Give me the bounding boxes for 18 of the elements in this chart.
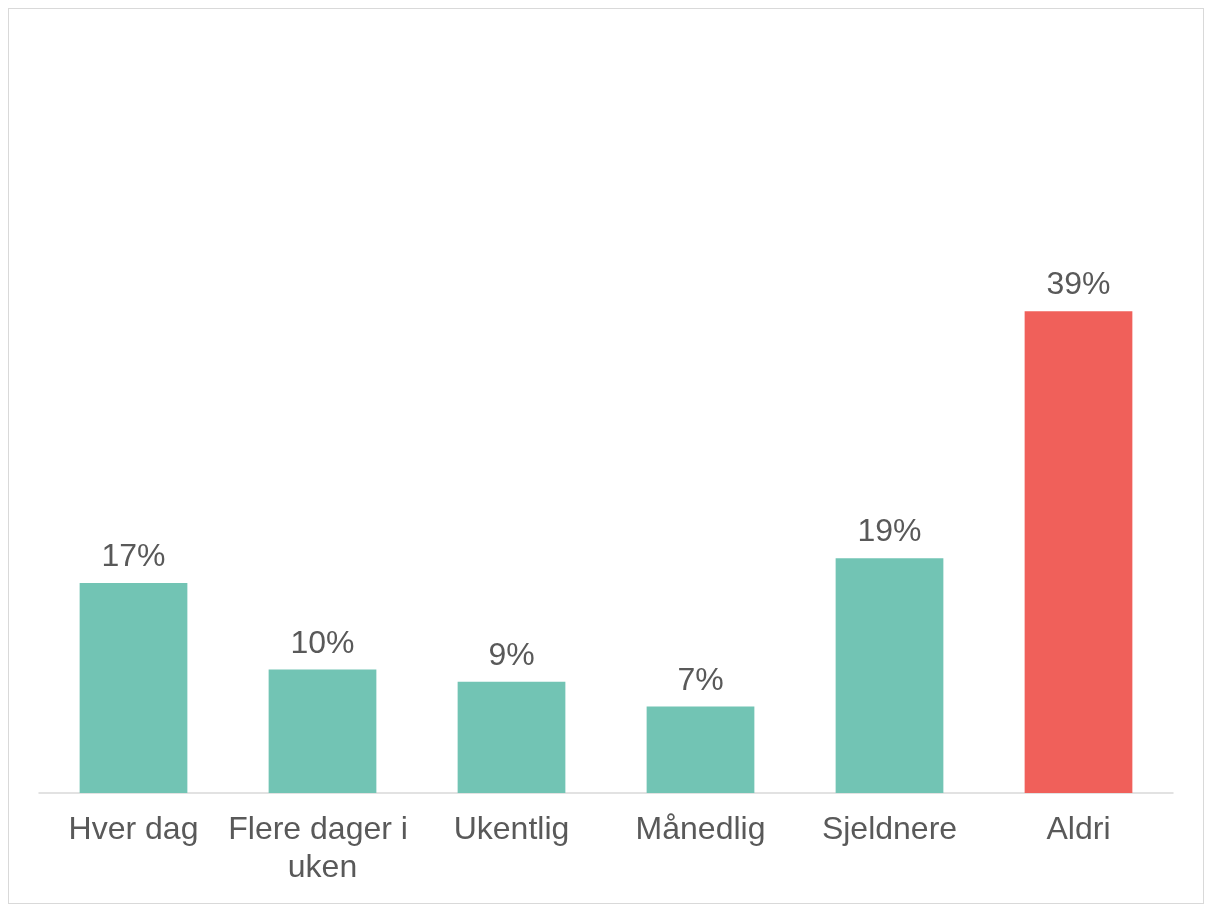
bar xyxy=(1024,311,1133,793)
x-tick-label: Hver dag xyxy=(68,810,199,846)
x-tick-label: Månedlig xyxy=(635,810,766,846)
bar xyxy=(835,558,944,793)
x-tick-label: Ukentlig xyxy=(453,810,570,846)
x-tick-label: Aldri xyxy=(1046,810,1111,846)
data-label: 9% xyxy=(488,635,535,672)
bar xyxy=(268,669,377,793)
data-label: 19% xyxy=(857,512,922,549)
data-label: 7% xyxy=(677,660,724,697)
data-label: 39% xyxy=(1046,265,1111,302)
bar xyxy=(79,583,188,793)
data-label: 17% xyxy=(101,537,166,574)
bar xyxy=(457,681,566,793)
data-label: 10% xyxy=(290,623,355,660)
bar xyxy=(646,706,755,793)
x-tick-label: Flere dager i uken xyxy=(228,810,417,884)
x-tick-label: Sjeldnere xyxy=(821,810,958,846)
